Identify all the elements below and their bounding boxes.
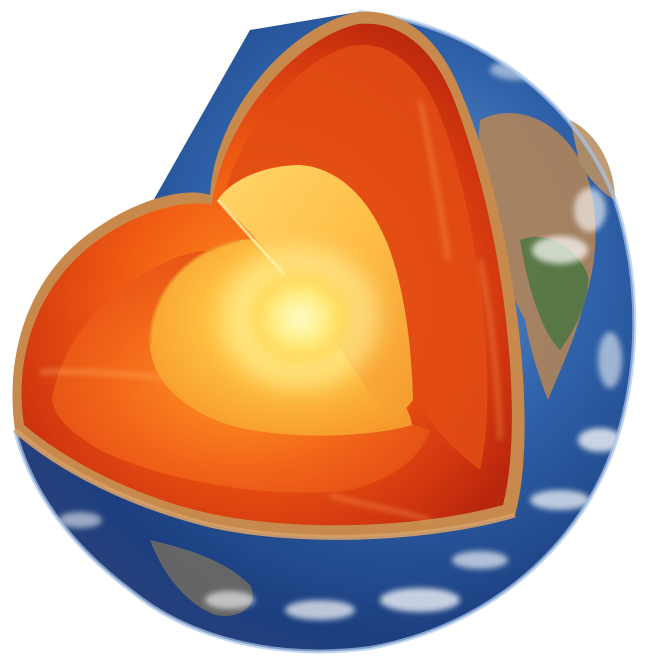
- cloud: [205, 591, 255, 609]
- cut-edge: [13, 428, 516, 540]
- cloud: [574, 188, 606, 232]
- cloud: [380, 588, 460, 612]
- cloud: [452, 551, 508, 569]
- inner-core: [252, 274, 348, 362]
- cloud: [532, 236, 588, 264]
- cloud: [598, 332, 622, 388]
- core-mantle-boundary: [148, 238, 241, 346]
- mantle-streak: [478, 259, 502, 441]
- atmosphere-rim: [13, 10, 637, 654]
- mantle-streak: [418, 99, 450, 261]
- mantle-streak: [329, 493, 431, 522]
- clouds: [58, 60, 622, 620]
- cloud: [285, 600, 355, 620]
- lower-mantle-back: [222, 44, 488, 470]
- vegetation-band: [520, 236, 589, 350]
- cloud: [578, 428, 622, 452]
- cloud: [530, 490, 590, 510]
- cloud: [58, 512, 102, 528]
